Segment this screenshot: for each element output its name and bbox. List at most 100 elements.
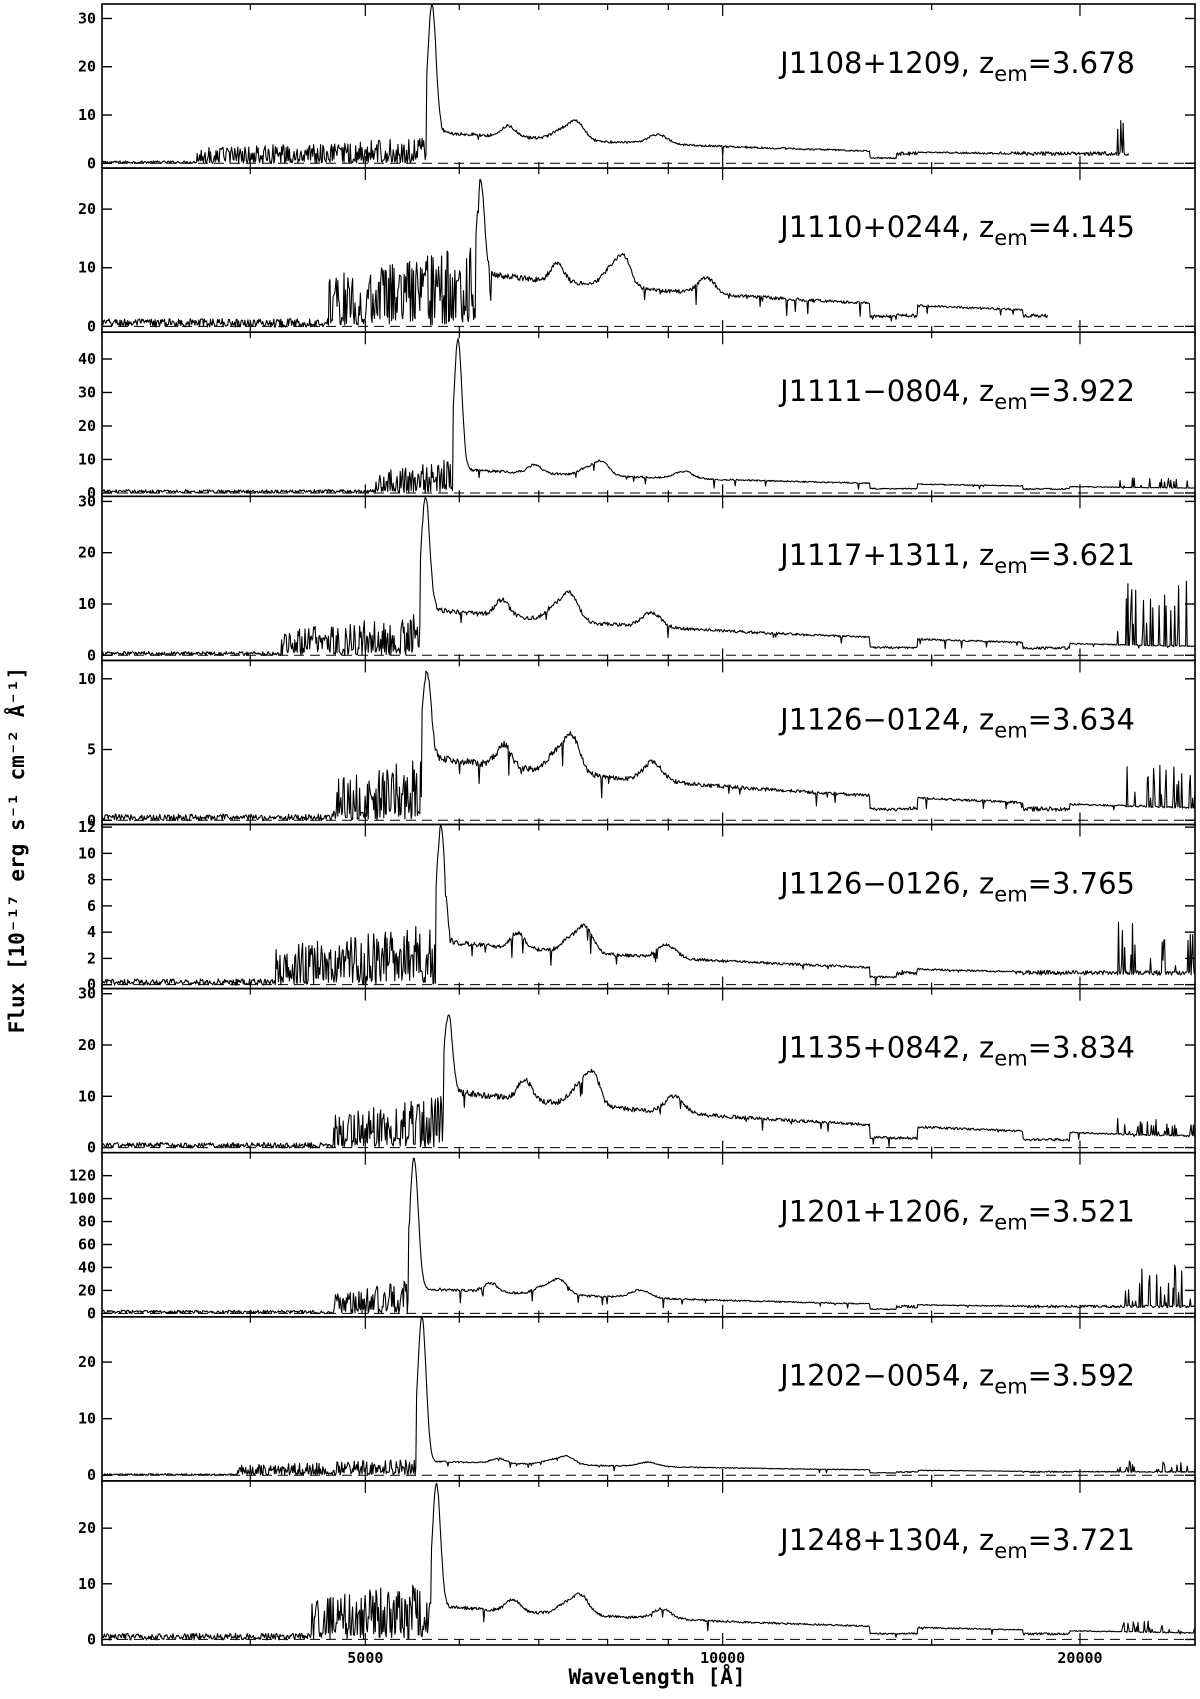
y-tick-label: 30 <box>78 9 96 27</box>
y-tick-label: 5 <box>87 741 96 759</box>
y-tick-label: 120 <box>69 1167 96 1185</box>
y-tick-label: 0 <box>87 1630 96 1648</box>
y-tick-label: 20 <box>78 1519 96 1537</box>
panel-J1108+1209: 0 10 20 30 J1108+1209, zem=3.678 <box>78 3 1196 172</box>
y-tick-label: 20 <box>78 417 96 435</box>
y-tick-label: 80 <box>78 1213 96 1231</box>
y-tick-label: 0 <box>87 1466 96 1484</box>
y-tick-label: 12 <box>78 818 96 836</box>
y-tick-label: 100 <box>69 1190 96 1208</box>
object-name: J1135+0842, z <box>778 1031 994 1065</box>
y-tick-label: 10 <box>78 1087 96 1105</box>
y-tick-label: 20 <box>78 58 96 76</box>
y-tick-label: 0 <box>87 811 96 829</box>
object-name: J1110+0244, z <box>778 210 994 244</box>
x-tick-label: 5000 <box>347 1649 383 1667</box>
object-label: J1126−0126, zem=3.765 <box>778 866 1135 906</box>
panel-frame <box>101 1480 1196 1646</box>
y-tick-label: 2 <box>87 949 96 967</box>
object-label: J1108+1209, zem=3.678 <box>778 46 1135 86</box>
y-tick-label: 8 <box>87 871 96 889</box>
y-axis-label: Flux [10⁻¹⁷ erg s⁻¹ cm⁻² Å⁻¹] <box>4 667 29 1034</box>
y-tick-label: 20 <box>78 1036 96 1054</box>
y-tick-label: 40 <box>78 1258 96 1276</box>
y-tick-label: 6 <box>87 897 96 915</box>
panel-J1117+1311: 0 10 20 30 J1117+1311, zem=3.621 <box>78 492 1196 664</box>
panel-frame <box>101 1316 1196 1482</box>
redshift-subscript: em <box>994 554 1027 578</box>
panel-J1110+0244: 0 10 20 J1110+0244, zem=4.145 <box>78 167 1196 335</box>
redshift-subscript: em <box>994 1539 1027 1563</box>
object-name: J1248+1304, z <box>778 1523 994 1557</box>
panel-J1126−0126: 0 2 4 6 8 10 12 J1126−0126, zem=3.765 <box>78 818 1196 994</box>
y-tick-label: 0 <box>87 1139 96 1157</box>
panel-J1126−0124: 0 5 10 J1126−0124, zem=3.634 <box>78 659 1196 829</box>
y-tick-label: 20 <box>78 1281 96 1299</box>
y-tick-label: 20 <box>78 544 96 562</box>
object-name: J1126−0126, z <box>778 866 994 900</box>
y-tick-label: 40 <box>78 350 96 368</box>
object-name: J1202−0054, z <box>778 1359 994 1393</box>
redshift-value: =3.521 <box>1028 1195 1135 1229</box>
x-tick-label: 10000 <box>700 1649 745 1667</box>
y-tick-label: 4 <box>87 923 96 941</box>
spectrum-J1117+1311 <box>101 496 1196 657</box>
object-label: J1135+0842, zem=3.834 <box>778 1031 1135 1071</box>
x-axis-label: Wavelength [Å] <box>568 1664 745 1689</box>
spectrum-J1108+1209 <box>101 4 1130 165</box>
redshift-value: =3.765 <box>1028 866 1135 900</box>
redshift-value: =3.721 <box>1028 1523 1135 1557</box>
y-tick-label: 10 <box>78 670 96 688</box>
panel-frame <box>101 331 1196 498</box>
object-label: J1202−0054, zem=3.592 <box>778 1359 1135 1399</box>
object-name: J1117+1311, z <box>778 538 994 572</box>
object-name: J1126−0124, z <box>778 702 994 736</box>
panel-J1135+0842: 0 10 20 30 J1135+0842, zem=3.834 <box>78 985 1196 1157</box>
panel-J1201+1206: 0 20 40 60 80 100 120 J1201+1206, zem=3.521 <box>69 1151 1196 1322</box>
y-tick-label: 20 <box>78 1353 96 1371</box>
spectrum-J1135+0842 <box>101 1014 1196 1149</box>
object-label: J1201+1206, zem=3.521 <box>778 1195 1135 1235</box>
panel-frame <box>101 495 1196 662</box>
object-label: J1117+1311, zem=3.621 <box>778 538 1135 578</box>
spectrum-J1201+1206 <box>101 1157 1196 1315</box>
panel-J1248+1304: 0 10 20 J1248+1304, zem=3.721 <box>78 1480 1196 1648</box>
spectrum-J1111−0804 <box>101 338 1196 494</box>
y-tick-label: 30 <box>78 383 96 401</box>
y-tick-label: 10 <box>78 595 96 613</box>
object-name: J1111−0804, z <box>778 374 994 408</box>
y-tick-label: 0 <box>87 154 96 172</box>
redshift-subscript: em <box>994 226 1027 250</box>
y-tick-label: 10 <box>78 1410 96 1428</box>
spectrum-J1110+0244 <box>101 178 1048 328</box>
panel-frame <box>101 3 1196 169</box>
panel-J1111−0804: 0 10 20 30 40 J1111−0804, zem=3.922 <box>78 331 1196 502</box>
panel-frame <box>101 987 1196 1154</box>
object-name: J1201+1206, z <box>778 1195 994 1229</box>
y-tick-label: 10 <box>78 844 96 862</box>
y-tick-label: 30 <box>78 985 96 1003</box>
redshift-value: =3.922 <box>1028 374 1135 408</box>
panel-frame <box>101 167 1196 334</box>
redshift-value: =3.592 <box>1028 1359 1135 1393</box>
spectrum-J1202−0054 <box>101 1317 1196 1476</box>
object-label: J1248+1304, zem=3.721 <box>778 1523 1135 1563</box>
redshift-subscript: em <box>994 62 1027 86</box>
y-tick-label: 10 <box>78 259 96 277</box>
y-tick-label: 0 <box>87 976 96 994</box>
y-tick-label: 30 <box>78 492 96 510</box>
redshift-subscript: em <box>994 1211 1027 1235</box>
redshift-value: =3.834 <box>1028 1031 1135 1065</box>
object-name: J1108+1209, z <box>778 46 994 80</box>
object-label: J1111−0804, zem=3.922 <box>778 374 1135 414</box>
redshift-subscript: em <box>994 882 1027 906</box>
y-tick-label: 0 <box>87 484 96 502</box>
y-tick-label: 60 <box>78 1236 96 1254</box>
y-tick-label: 10 <box>78 106 96 124</box>
y-tick-label: 0 <box>87 1304 96 1322</box>
spectrum-J1126−0124 <box>101 670 1196 822</box>
redshift-value: =3.678 <box>1028 46 1135 80</box>
